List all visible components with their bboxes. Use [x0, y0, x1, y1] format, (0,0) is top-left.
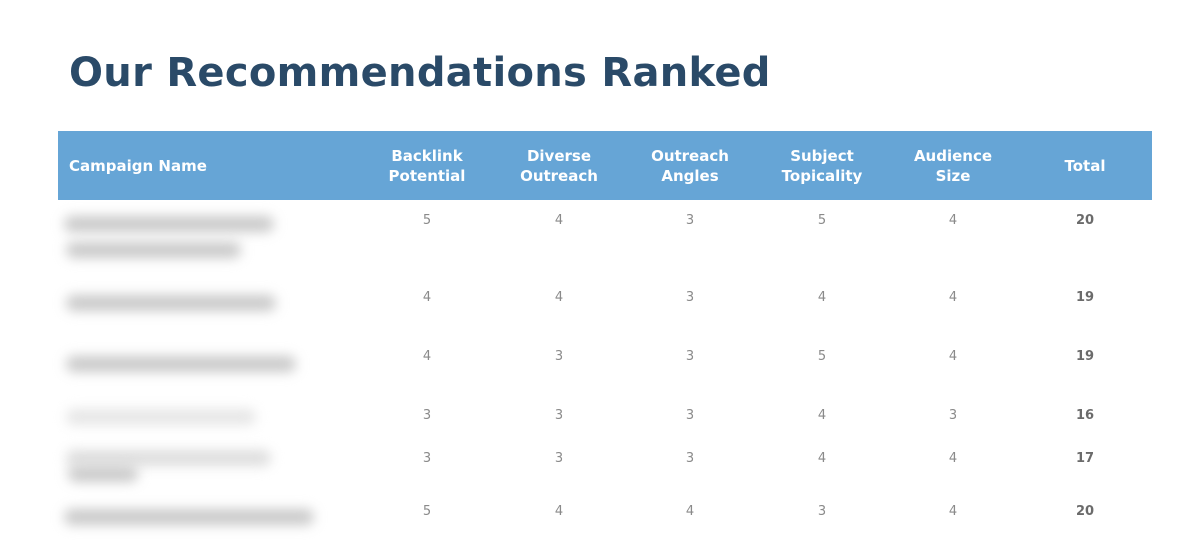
header-campaign-name: Campaign Name — [69, 156, 207, 175]
table-header: Campaign Name Backlink Potential Diverse… — [58, 131, 1152, 200]
cell-subject-topicality: 5 — [817, 213, 827, 228]
cell-audience-size: 4 — [948, 451, 958, 466]
cell-backlink-potential: 5 — [422, 213, 432, 228]
cell-backlink-potential: 5 — [422, 504, 432, 519]
redacted-campaign-name — [66, 409, 256, 425]
redacted-campaign-name — [68, 466, 138, 482]
cell-diverse-outreach: 4 — [554, 504, 564, 519]
redacted-campaign-name — [64, 509, 314, 525]
cell-outreach-angles: 3 — [685, 349, 695, 364]
page-title: Our Recommendations Ranked — [69, 50, 771, 96]
cell-diverse-outreach: 3 — [554, 349, 564, 364]
redacted-campaign-name — [64, 216, 274, 232]
cell-outreach-angles: 3 — [685, 290, 695, 305]
redacted-campaign-name — [66, 242, 241, 258]
cell-backlink-potential: 3 — [422, 408, 432, 423]
cell-total: 20 — [1075, 213, 1095, 228]
recommendations-table: Campaign Name Backlink Potential Diverse… — [58, 131, 1152, 552]
cell-diverse-outreach: 4 — [554, 290, 564, 305]
cell-diverse-outreach: 4 — [554, 213, 564, 228]
redacted-campaign-name — [66, 450, 271, 466]
cell-outreach-angles: 3 — [685, 213, 695, 228]
header-subject-topicality: Subject Topicality — [781, 146, 863, 185]
cell-audience-size: 4 — [948, 504, 958, 519]
cell-subject-topicality: 5 — [817, 349, 827, 364]
cell-total: 20 — [1075, 504, 1095, 519]
header-audience-size: Audience Size — [913, 146, 993, 185]
cell-diverse-outreach: 3 — [554, 408, 564, 423]
cell-backlink-potential: 4 — [422, 349, 432, 364]
header-diverse-outreach: Diverse Outreach — [520, 146, 598, 185]
table-body: 5 4 3 5 4 20 4 4 3 4 4 19 4 3 3 5 4 19 — [58, 200, 1152, 552]
cell-audience-size: 4 — [948, 349, 958, 364]
cell-total: 16 — [1075, 408, 1095, 423]
redacted-campaign-name — [66, 356, 296, 372]
cell-total: 19 — [1075, 290, 1095, 305]
cell-subject-topicality: 4 — [817, 408, 827, 423]
cell-subject-topicality: 3 — [817, 504, 827, 519]
cell-subject-topicality: 4 — [817, 290, 827, 305]
cell-total: 17 — [1075, 451, 1095, 466]
redacted-campaign-name — [66, 295, 276, 311]
cell-audience-size: 4 — [948, 213, 958, 228]
cell-audience-size: 3 — [948, 408, 958, 423]
cell-total: 19 — [1075, 349, 1095, 364]
header-backlink-potential: Backlink Potential — [388, 146, 466, 185]
cell-outreach-angles: 3 — [685, 451, 695, 466]
cell-audience-size: 4 — [948, 290, 958, 305]
cell-backlink-potential: 3 — [422, 451, 432, 466]
header-outreach-angles: Outreach Angles — [651, 146, 729, 185]
cell-backlink-potential: 4 — [422, 290, 432, 305]
cell-outreach-angles: 4 — [685, 504, 695, 519]
cell-diverse-outreach: 3 — [554, 451, 564, 466]
header-total: Total — [1064, 156, 1106, 175]
cell-subject-topicality: 4 — [817, 451, 827, 466]
cell-outreach-angles: 3 — [685, 408, 695, 423]
